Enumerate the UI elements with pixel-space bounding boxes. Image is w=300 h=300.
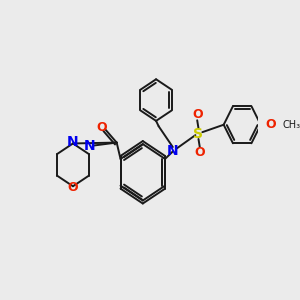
Text: O: O [194,146,205,160]
Text: O: O [192,108,202,121]
Text: N: N [84,139,95,152]
Text: N: N [67,135,79,149]
Text: N: N [167,145,178,158]
Text: O: O [68,181,78,194]
Text: O: O [97,121,107,134]
Text: S: S [194,127,203,141]
Text: CH₃: CH₃ [283,120,300,130]
Text: O: O [265,118,276,131]
